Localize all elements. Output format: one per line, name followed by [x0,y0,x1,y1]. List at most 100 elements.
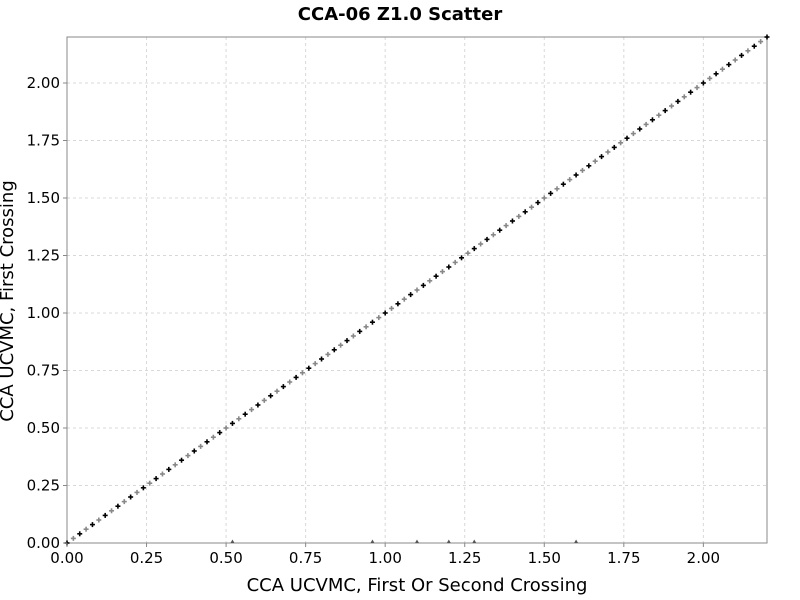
data-point [274,388,280,394]
data-point [357,328,363,334]
data-point [83,526,89,532]
data-point [344,338,350,344]
data-point [115,503,121,509]
data-point [89,522,95,528]
y-tick-label: 1.00 [27,304,60,322]
data-point [465,250,471,256]
data-point [401,296,407,302]
y-tick-label: 0.75 [27,362,60,380]
y-tick-label: 0.00 [27,534,60,552]
data-point [669,103,675,109]
data-point [77,531,83,537]
data-point [363,324,369,330]
data-point [217,430,223,436]
data-point [554,186,560,192]
data-point [185,453,191,459]
data-point [656,112,662,118]
y-tick-label: 0.25 [27,477,60,495]
data-point [745,48,751,54]
data-point [599,154,605,160]
data-point [312,361,318,367]
data-point [592,158,598,164]
data-point [395,301,401,307]
data-point [758,39,764,45]
data-point [713,71,719,77]
data-point [268,393,274,399]
data-point [414,287,420,293]
data-point [478,241,484,247]
outlier-point [230,539,235,543]
y-tick-label: 0.50 [27,419,60,437]
y-tick-label: 2.00 [27,74,60,92]
data-point [319,356,325,362]
data-point [369,319,375,325]
data-point [630,131,636,137]
data-point [229,420,235,426]
data-point [529,204,535,210]
x-tick-label: 0.25 [130,549,163,567]
data-point [535,200,541,206]
data-point [331,347,337,353]
data-point [560,181,566,187]
data-point [325,351,331,357]
data-point [382,310,388,316]
y-tick-label: 1.25 [27,247,60,265]
data-point [140,485,146,491]
data-point [159,471,165,477]
x-tick-label: 0.50 [209,549,242,567]
outlier-point [446,539,451,543]
y-tick-label: 1.50 [27,189,60,207]
outlier-point [472,539,477,543]
data-point [293,374,299,380]
data-point [198,443,204,449]
data-point [433,273,439,279]
data-point [128,494,134,500]
data-point [624,135,630,141]
data-point [484,236,490,242]
data-point [350,333,356,339]
data-point [249,407,255,413]
data-point [338,342,344,348]
data-point [70,535,76,541]
data-point [96,517,102,523]
data-point [204,439,210,445]
data-point [649,117,655,123]
data-point [439,269,445,275]
data-point [751,43,757,49]
data-point [618,140,624,146]
data-point [191,448,197,454]
data-point [223,425,229,431]
data-point [509,218,515,224]
x-tick-label: 0.00 [50,549,83,567]
data-point [503,223,509,229]
data-point [643,121,649,127]
data-point [236,416,242,422]
data-point [497,227,503,233]
y-axis-ticks: 0.00 0.25 0.50 0.75 1.00 1.25 1.50 1.75 2.00 [27,74,67,552]
data-point [764,34,770,40]
data-point [242,411,248,417]
data-point [516,213,522,219]
data-point [121,499,127,505]
data-point [573,172,579,178]
x-tick-label: 2.00 [687,549,720,567]
data-point [459,255,465,261]
data-point [611,144,617,150]
data-point [306,365,312,371]
data-point [700,80,706,86]
outlier-point [415,539,419,543]
data-point [109,508,115,514]
x-tick-label: 0.75 [289,549,322,567]
data-point [522,209,528,215]
data-point [662,108,668,114]
outlier-point [370,539,375,543]
data-point [567,177,573,183]
data-point [147,480,153,486]
chart-title: CCA-06 Z1.0 Scatter [298,4,503,25]
data-point [280,384,286,390]
data-point [261,397,267,403]
data-point [694,85,700,91]
data-point [732,57,738,63]
data-point [134,489,140,495]
